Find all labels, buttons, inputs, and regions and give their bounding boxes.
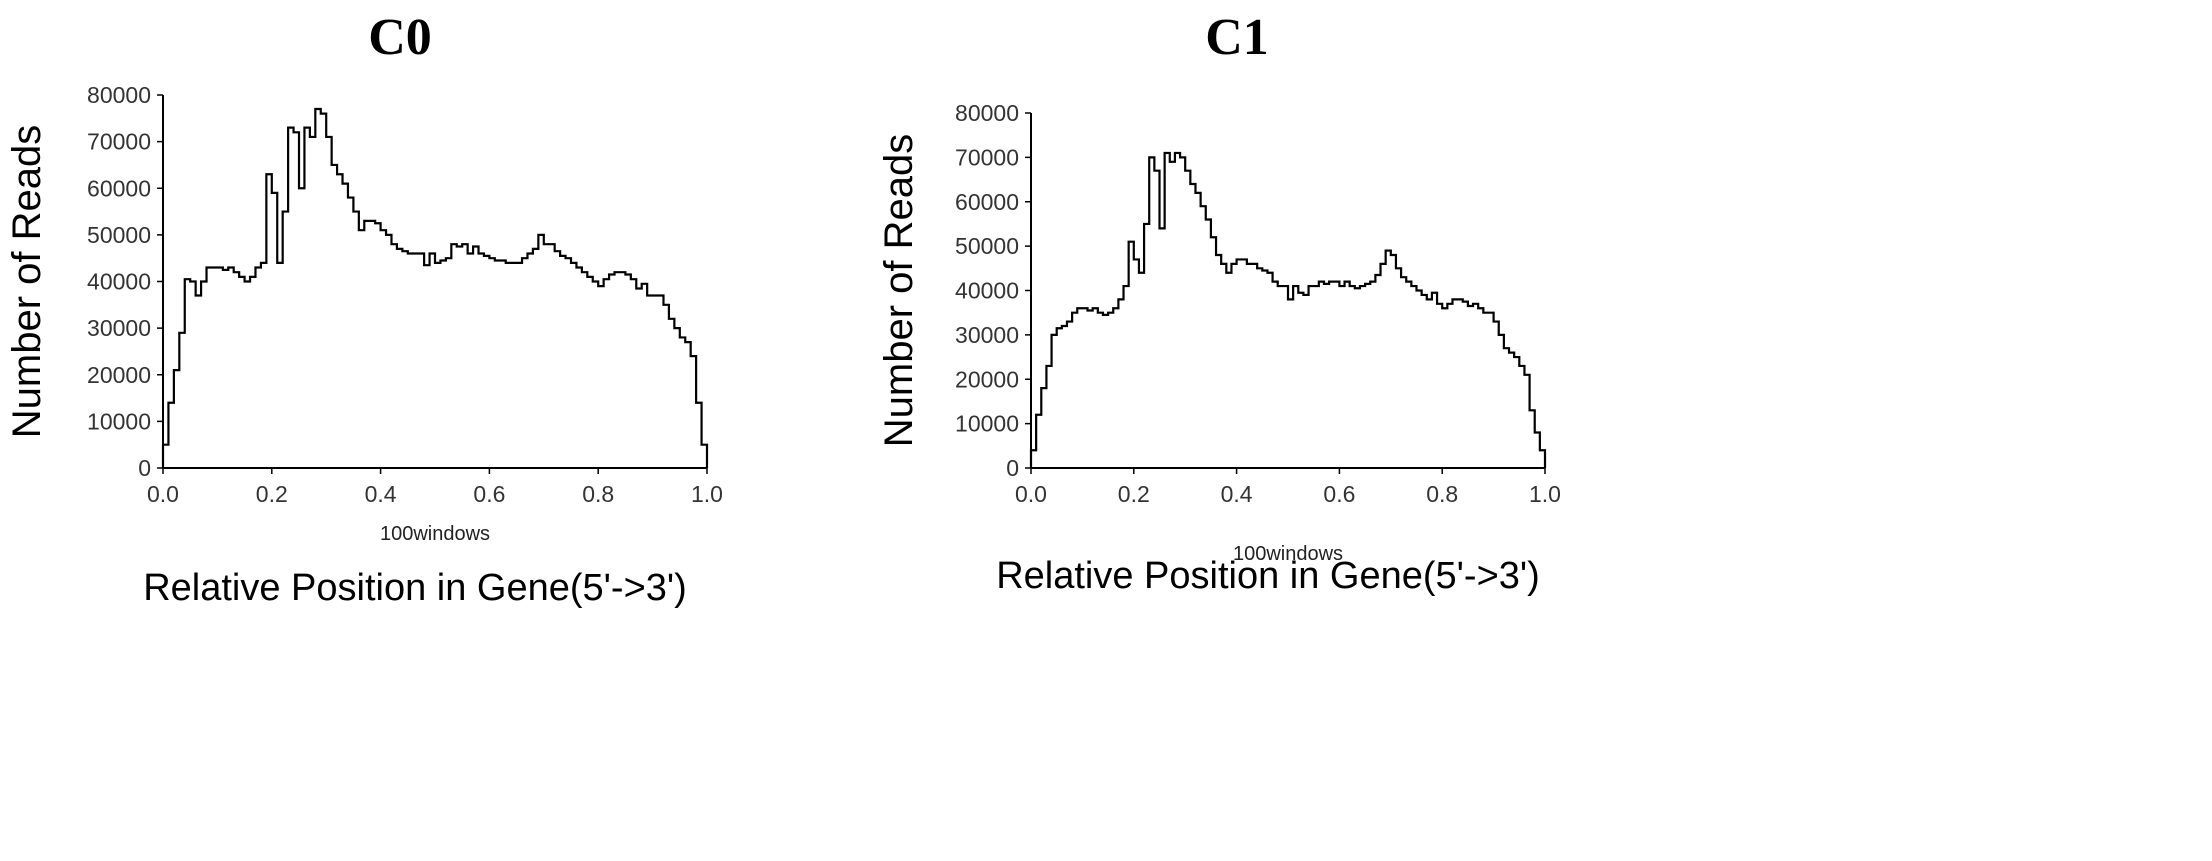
x-tick-label: 0.6 xyxy=(473,481,505,507)
x-tick-label: 0.4 xyxy=(365,481,397,507)
x-tick-label: 0.0 xyxy=(147,481,179,507)
y-tick-label: 0 xyxy=(138,455,151,481)
x-axis-sublabel: 100windows xyxy=(1233,543,1343,565)
x-axis-label: Relative Position in Gene(5'->3') xyxy=(996,555,1540,597)
y-tick-label: 30000 xyxy=(955,322,1019,348)
x-tick-label: 0.2 xyxy=(1118,481,1150,507)
y-tick-label: 30000 xyxy=(87,315,151,341)
y-tick-label: 10000 xyxy=(955,411,1019,437)
y-tick-label: 40000 xyxy=(87,269,151,295)
chart-title: C1 xyxy=(1205,9,1269,66)
y-tick-label: 80000 xyxy=(87,82,151,108)
x-tick-label: 0.6 xyxy=(1323,481,1355,507)
y-axis-label: Number of Reads xyxy=(5,125,49,438)
y-tick-label: 60000 xyxy=(87,175,151,201)
y-tick-label: 50000 xyxy=(87,222,151,248)
chart-title: C0 xyxy=(368,9,432,66)
chart-panel-c0: C0 0 10000 20000 30000 40000 50000 60000 70000 8… xyxy=(5,9,723,609)
y-tick-label: 0 xyxy=(1006,455,1019,481)
x-tick-label: 0.4 xyxy=(1221,481,1253,507)
histogram-series-line xyxy=(161,107,709,468)
y-tick-label: 60000 xyxy=(955,189,1019,215)
x-tick-label: 1.0 xyxy=(1529,481,1561,507)
histogram-chart-c0: 0 10000 20000 30000 40000 50000 60000 70000 8000… xyxy=(5,82,723,609)
y-tick-label: 40000 xyxy=(955,278,1019,304)
y-tick-label: 70000 xyxy=(955,144,1019,170)
y-axis-label: Number of Reads xyxy=(877,134,921,447)
y-tick-label: 20000 xyxy=(87,362,151,388)
histogram-series-line xyxy=(1029,151,1547,468)
y-tick-label: 70000 xyxy=(87,129,151,155)
chart-panel-c1: C1 0 10000 20000 30000 40000 50000 60000 70000 8… xyxy=(877,0,2212,861)
x-tick-label: 0.0 xyxy=(1015,481,1047,507)
x-axis-sublabel: 100windows xyxy=(380,523,490,545)
y-tick-label: 20000 xyxy=(955,366,1019,392)
histogram-chart-c1: 0 10000 20000 30000 40000 50000 60000 70000 8000… xyxy=(877,100,1561,597)
x-tick-label: 0.2 xyxy=(256,481,288,507)
x-tick-label: 0.8 xyxy=(1426,481,1458,507)
x-axis-label: Relative Position in Gene(5'->3') xyxy=(143,567,687,609)
y-tick-label: 50000 xyxy=(955,233,1019,259)
y-tick-label: 10000 xyxy=(87,408,151,434)
x-tick-label: 1.0 xyxy=(691,481,723,507)
x-tick-label: 0.8 xyxy=(582,481,614,507)
y-tick-label: 80000 xyxy=(955,100,1019,126)
